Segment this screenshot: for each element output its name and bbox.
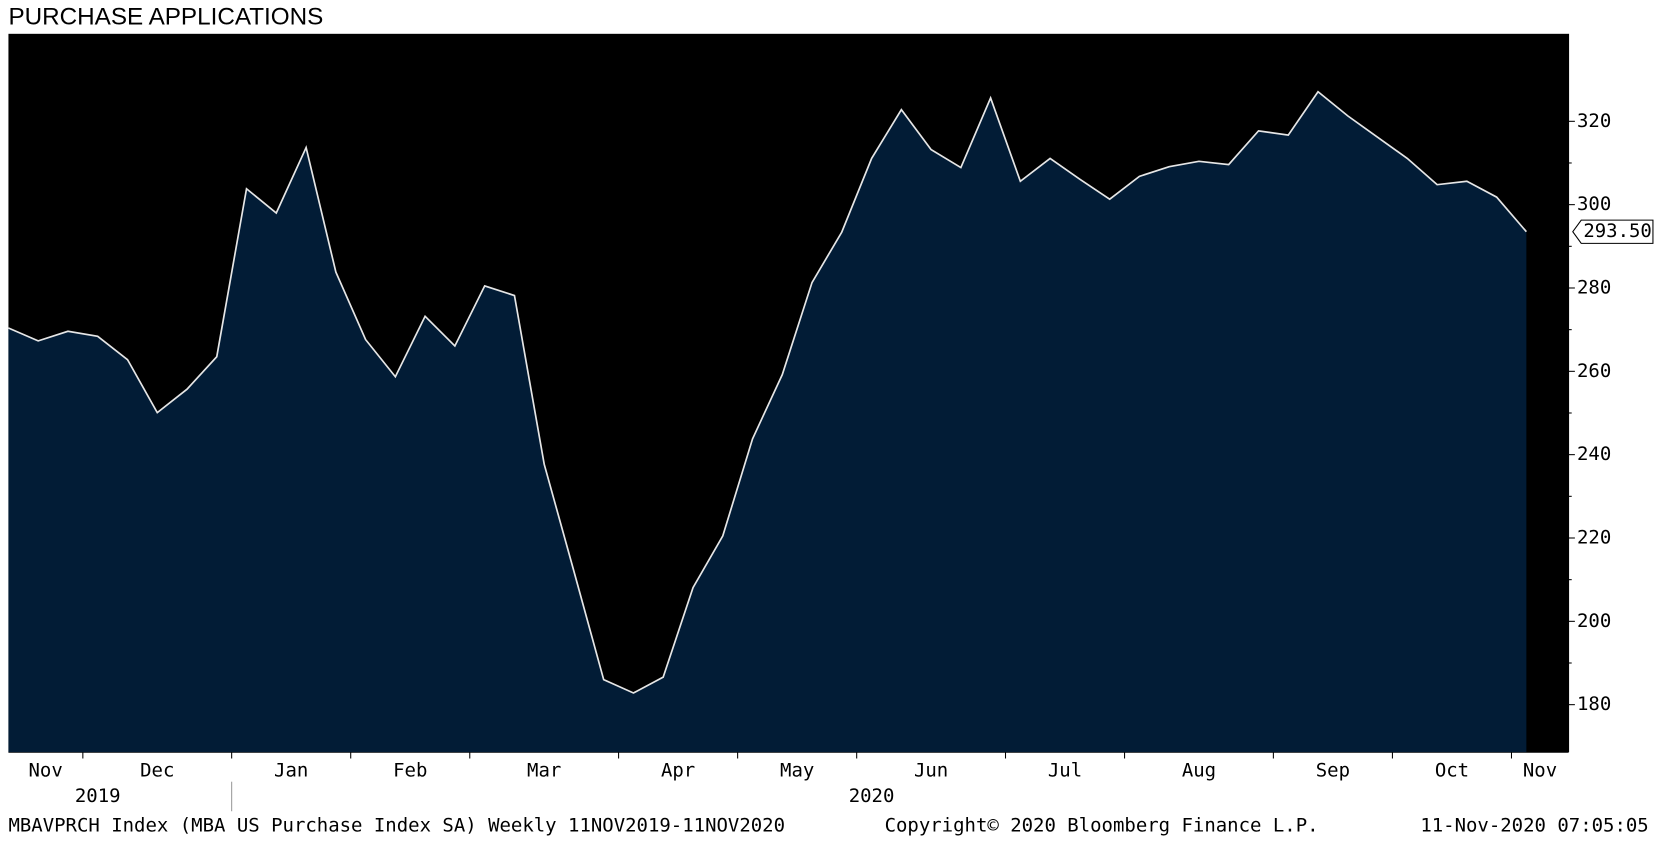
x-tick-label: Nov [29, 760, 63, 782]
x-tick-label: Apr [661, 760, 695, 782]
area [8, 91, 1527, 753]
line [8, 90, 1528, 694]
y-tick-label: 300 [1577, 193, 1611, 215]
x-tick-label: Jun [914, 760, 948, 782]
x-tick-label: Sep [1316, 760, 1350, 782]
x-tick-label: Jul [1048, 760, 1082, 782]
x-tick-label: Oct [1435, 760, 1469, 782]
x-tick-label: Nov [1523, 760, 1557, 782]
year-label: 2019 [75, 785, 121, 807]
x-tick-label: Aug [1182, 760, 1216, 782]
footer-copyright: Copyright© 2020 Bloomberg Finance L.P. [885, 815, 1319, 837]
y-tick-label: 200 [1577, 610, 1611, 632]
y-tick-label: 180 [1577, 693, 1611, 715]
last-value-box [1572, 219, 1654, 244]
x-tick-label: Mar [527, 760, 561, 782]
chart-title: PURCHASE APPLICATIONS [8, 3, 323, 30]
y-tick-label: 240 [1577, 443, 1611, 465]
year-label: 2020 [849, 785, 895, 807]
footer-source: MBAVPRCH Index (MBA US Purchase Index SA… [8, 815, 785, 837]
y-tick-label: 260 [1577, 360, 1611, 382]
y-tick-label: 280 [1577, 276, 1611, 298]
x-tick-label: Dec [140, 760, 174, 782]
y-tick-label: 320 [1577, 110, 1611, 132]
x-tick-label: Feb [393, 760, 427, 782]
y-tick-label: 220 [1577, 526, 1611, 548]
x-tick-label: Jan [274, 760, 308, 782]
footer-timestamp: 11-Nov-2020 07:05:05 [1420, 815, 1648, 837]
x-tick-label: May [780, 760, 814, 782]
last-value-label: 293.50 [1583, 220, 1652, 242]
